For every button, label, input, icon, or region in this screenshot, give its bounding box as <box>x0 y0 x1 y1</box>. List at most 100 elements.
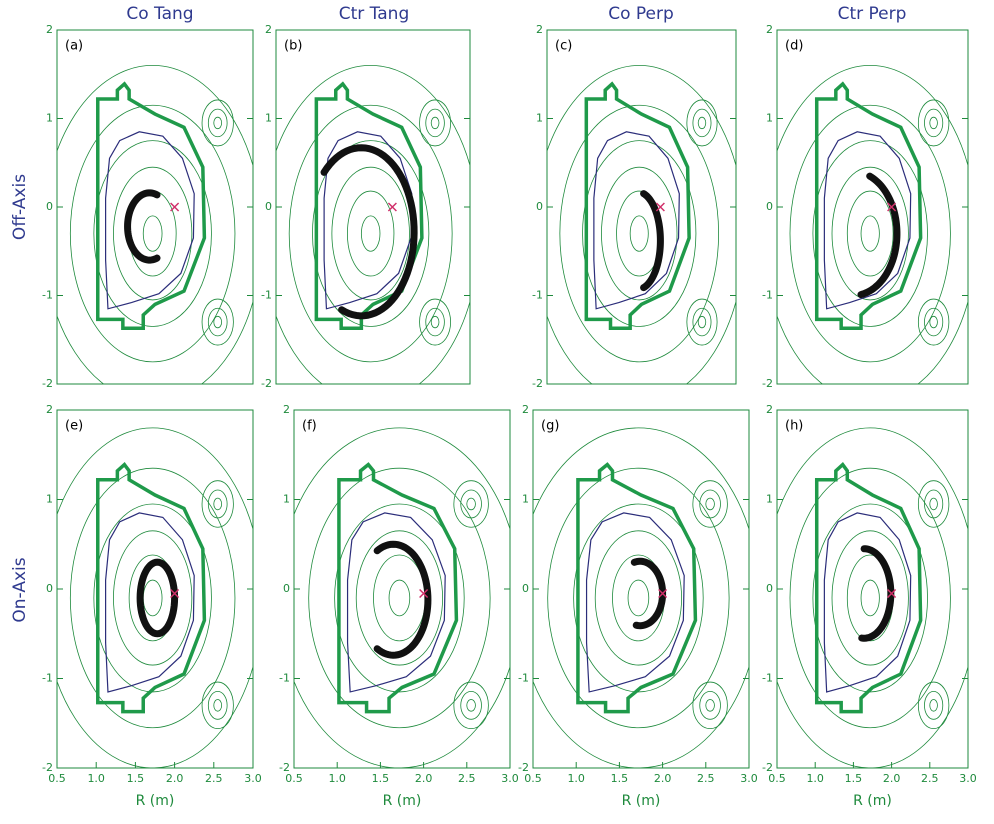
panel-label: (a) <box>65 39 83 54</box>
flux-contour <box>582 140 697 327</box>
y-tick-label: -1 <box>532 289 543 302</box>
flux-contour <box>846 190 894 277</box>
flux-contour <box>213 497 223 511</box>
flux-contour <box>388 579 411 617</box>
launch-marker <box>887 202 897 212</box>
separatrix <box>823 131 912 310</box>
y-tick-label: -1 <box>279 672 290 685</box>
y-tick-label: 1 <box>46 112 53 125</box>
y-tick-label: 2 <box>46 403 53 416</box>
x-tick-label: 2.0 <box>415 772 433 785</box>
flux-contour <box>201 298 234 346</box>
plot-area <box>777 427 968 768</box>
flux-contour <box>924 108 944 138</box>
y-tick-label: 1 <box>766 493 773 506</box>
x-tick-label: 3.0 <box>740 772 758 785</box>
y-tick-label: -2 <box>279 761 290 774</box>
flux-contour <box>686 99 718 147</box>
plot-area <box>533 427 749 768</box>
column-title: Co Tang <box>126 4 193 24</box>
panel-label: (c) <box>555 39 572 54</box>
flux-contour <box>113 166 193 301</box>
flux-contour <box>627 579 650 617</box>
y-tick-label: 0 <box>522 582 529 595</box>
orbit <box>630 557 667 630</box>
flux-contour <box>917 681 950 730</box>
y-tick-label: 1 <box>46 493 53 506</box>
y-tick-label: -2 <box>261 377 272 390</box>
y-tick-label: 2 <box>536 23 543 36</box>
y-tick-label: -2 <box>762 761 773 774</box>
flux-contour <box>288 104 453 363</box>
y-tick-label: -2 <box>532 377 543 390</box>
flux-contour <box>312 140 430 327</box>
orbit <box>858 545 895 642</box>
y-tick-label: 0 <box>46 200 53 213</box>
flux-contour <box>207 489 228 519</box>
x-axis-label: R (m) <box>383 793 422 809</box>
x-tick-label: 1.0 <box>328 772 346 785</box>
plot-frame <box>56 409 254 769</box>
row-title: Off-Axis <box>10 174 30 240</box>
flux-contour <box>346 190 395 277</box>
launch-marker <box>655 202 665 212</box>
orbit <box>373 540 432 659</box>
flux-contour <box>860 215 880 252</box>
plot-area <box>547 65 736 384</box>
flux-contour <box>924 307 944 337</box>
flux-contour <box>207 307 228 337</box>
flux-contour <box>594 530 683 666</box>
y-tick-label: 1 <box>283 493 290 506</box>
panel: (d) -2 -1 0 1 2 <box>762 23 969 390</box>
flux-contour <box>373 554 426 642</box>
flux-contour <box>430 116 440 130</box>
flux-contour <box>929 315 938 329</box>
y-tick-label: 1 <box>536 112 543 125</box>
x-tick-label: 2.0 <box>654 772 672 785</box>
flux-contour <box>142 579 163 617</box>
flux-contour <box>142 215 163 252</box>
flux-contour <box>334 503 465 693</box>
panel: (e) -2 -1 0 1 2 0.5 1.0 1.5 2.0 2.5 3.0 R (m) <box>42 403 262 809</box>
flux-contour <box>294 427 510 768</box>
flux-contour <box>831 166 909 301</box>
x-tick-label: 2.0 <box>883 772 901 785</box>
y-tick-label: 2 <box>766 23 773 36</box>
x-axis-label: R (m) <box>622 793 661 809</box>
flux-contour <box>573 503 704 693</box>
x-tick-label: 2.5 <box>205 772 223 785</box>
launch-marker <box>658 588 668 599</box>
x-tick-label: 1.5 <box>372 772 390 785</box>
flux-contour <box>705 497 715 511</box>
flux-contour <box>686 298 718 346</box>
flux-contour <box>201 681 234 730</box>
y-tick-label: -2 <box>518 761 529 774</box>
x-tick-label: 0.5 <box>524 772 542 785</box>
plot-frame <box>776 409 969 769</box>
flux-contour <box>460 489 482 519</box>
separatrix <box>823 512 912 693</box>
flux-contour <box>917 480 950 528</box>
launch-marker <box>170 202 180 212</box>
plot-frame <box>293 409 511 769</box>
y-tick-label: 0 <box>766 582 773 595</box>
flux-contour <box>460 690 482 720</box>
flux-contour <box>860 579 880 617</box>
launch-marker <box>170 588 180 599</box>
flux-contour <box>93 140 212 327</box>
panel: (a) -2 -1 0 1 2 <box>42 23 254 390</box>
flux-contour <box>207 690 228 720</box>
flux-contour <box>331 166 410 301</box>
plot-frame <box>56 29 254 385</box>
y-tick-label: 2 <box>265 23 272 36</box>
y-tick-label: -1 <box>762 672 773 685</box>
flux-contour <box>453 681 489 730</box>
x-tick-label: 2.5 <box>458 772 476 785</box>
vessel-wall <box>96 81 207 330</box>
flux-contour <box>929 497 938 511</box>
launch-marker <box>887 588 897 599</box>
y-tick-label: -1 <box>42 289 53 302</box>
y-tick-label: -1 <box>762 289 773 302</box>
plot-area <box>57 427 253 768</box>
